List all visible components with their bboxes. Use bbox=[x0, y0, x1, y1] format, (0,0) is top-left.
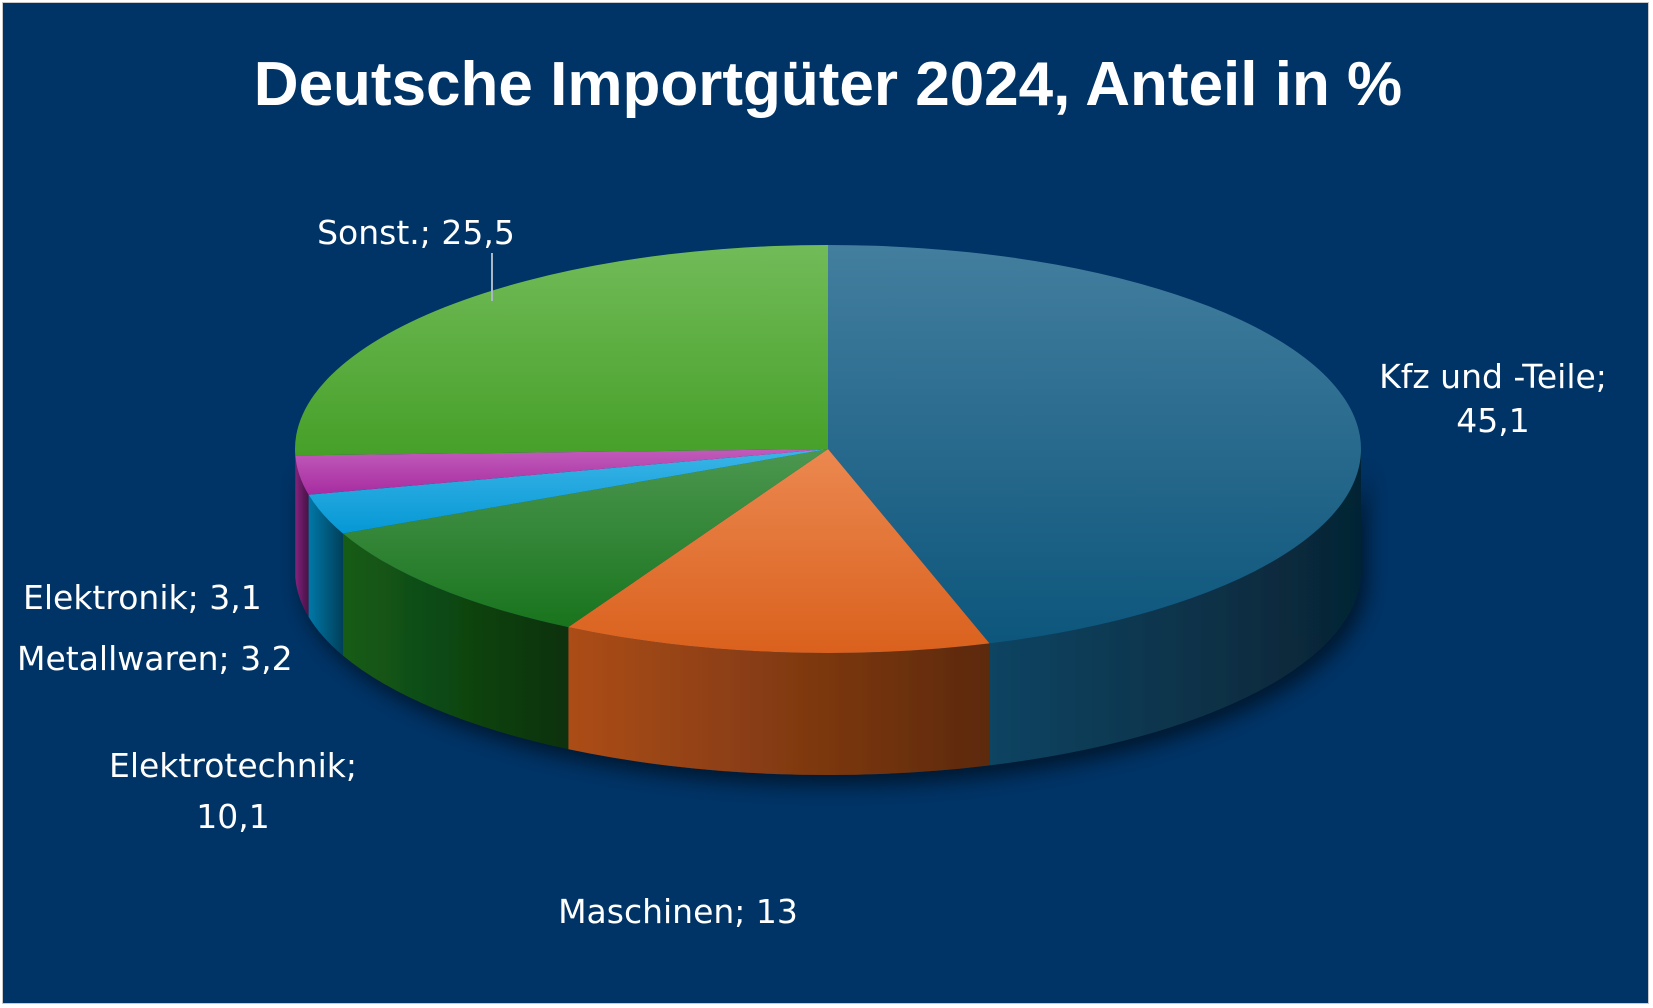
pie-slice-elektrotechnik bbox=[342, 449, 828, 628]
pie-group bbox=[295, 245, 1361, 776]
pie-side-elektronik bbox=[295, 455, 309, 617]
pie-side-kfz-und-teile bbox=[989, 449, 1361, 766]
data-label-sonst-: Sonst.; 25,5 bbox=[317, 213, 515, 252]
labels-group: Kfz und -Teile; 45,1 Maschinen; 13 Elektrot… bbox=[17, 213, 1607, 931]
pie-slice-kfz-und-teile bbox=[828, 245, 1361, 644]
pie-slice-metallwaren bbox=[308, 449, 829, 534]
pie-slice-sonst- bbox=[295, 245, 828, 456]
pie-slice-maschinen bbox=[568, 449, 990, 653]
data-label-metallwaren: Metallwaren; 3,2 bbox=[17, 639, 293, 678]
data-label-maschinen: Maschinen; 13 bbox=[558, 892, 798, 931]
pie-slice-elektronik bbox=[295, 449, 828, 495]
pie-side-maschinen bbox=[568, 627, 990, 776]
data-label-elektronik: Elektronik; 3,1 bbox=[23, 578, 262, 617]
pie-sides bbox=[295, 449, 1361, 776]
chart-title: Deutsche Importgüter 2024, Anteil in % bbox=[254, 50, 1402, 119]
data-label-kfz-und-teile: Kfz und -Teile; 45,1 bbox=[1379, 357, 1607, 440]
pie-chart: Deutsche Importgüter 2024, Anteil in % K… bbox=[17, 50, 1607, 931]
pie-side-metallwaren bbox=[308, 494, 343, 656]
pie-side-elektrotechnik bbox=[342, 533, 569, 750]
data-label-elektrotechnik: Elektrotechnik; 10,1 bbox=[109, 746, 357, 836]
